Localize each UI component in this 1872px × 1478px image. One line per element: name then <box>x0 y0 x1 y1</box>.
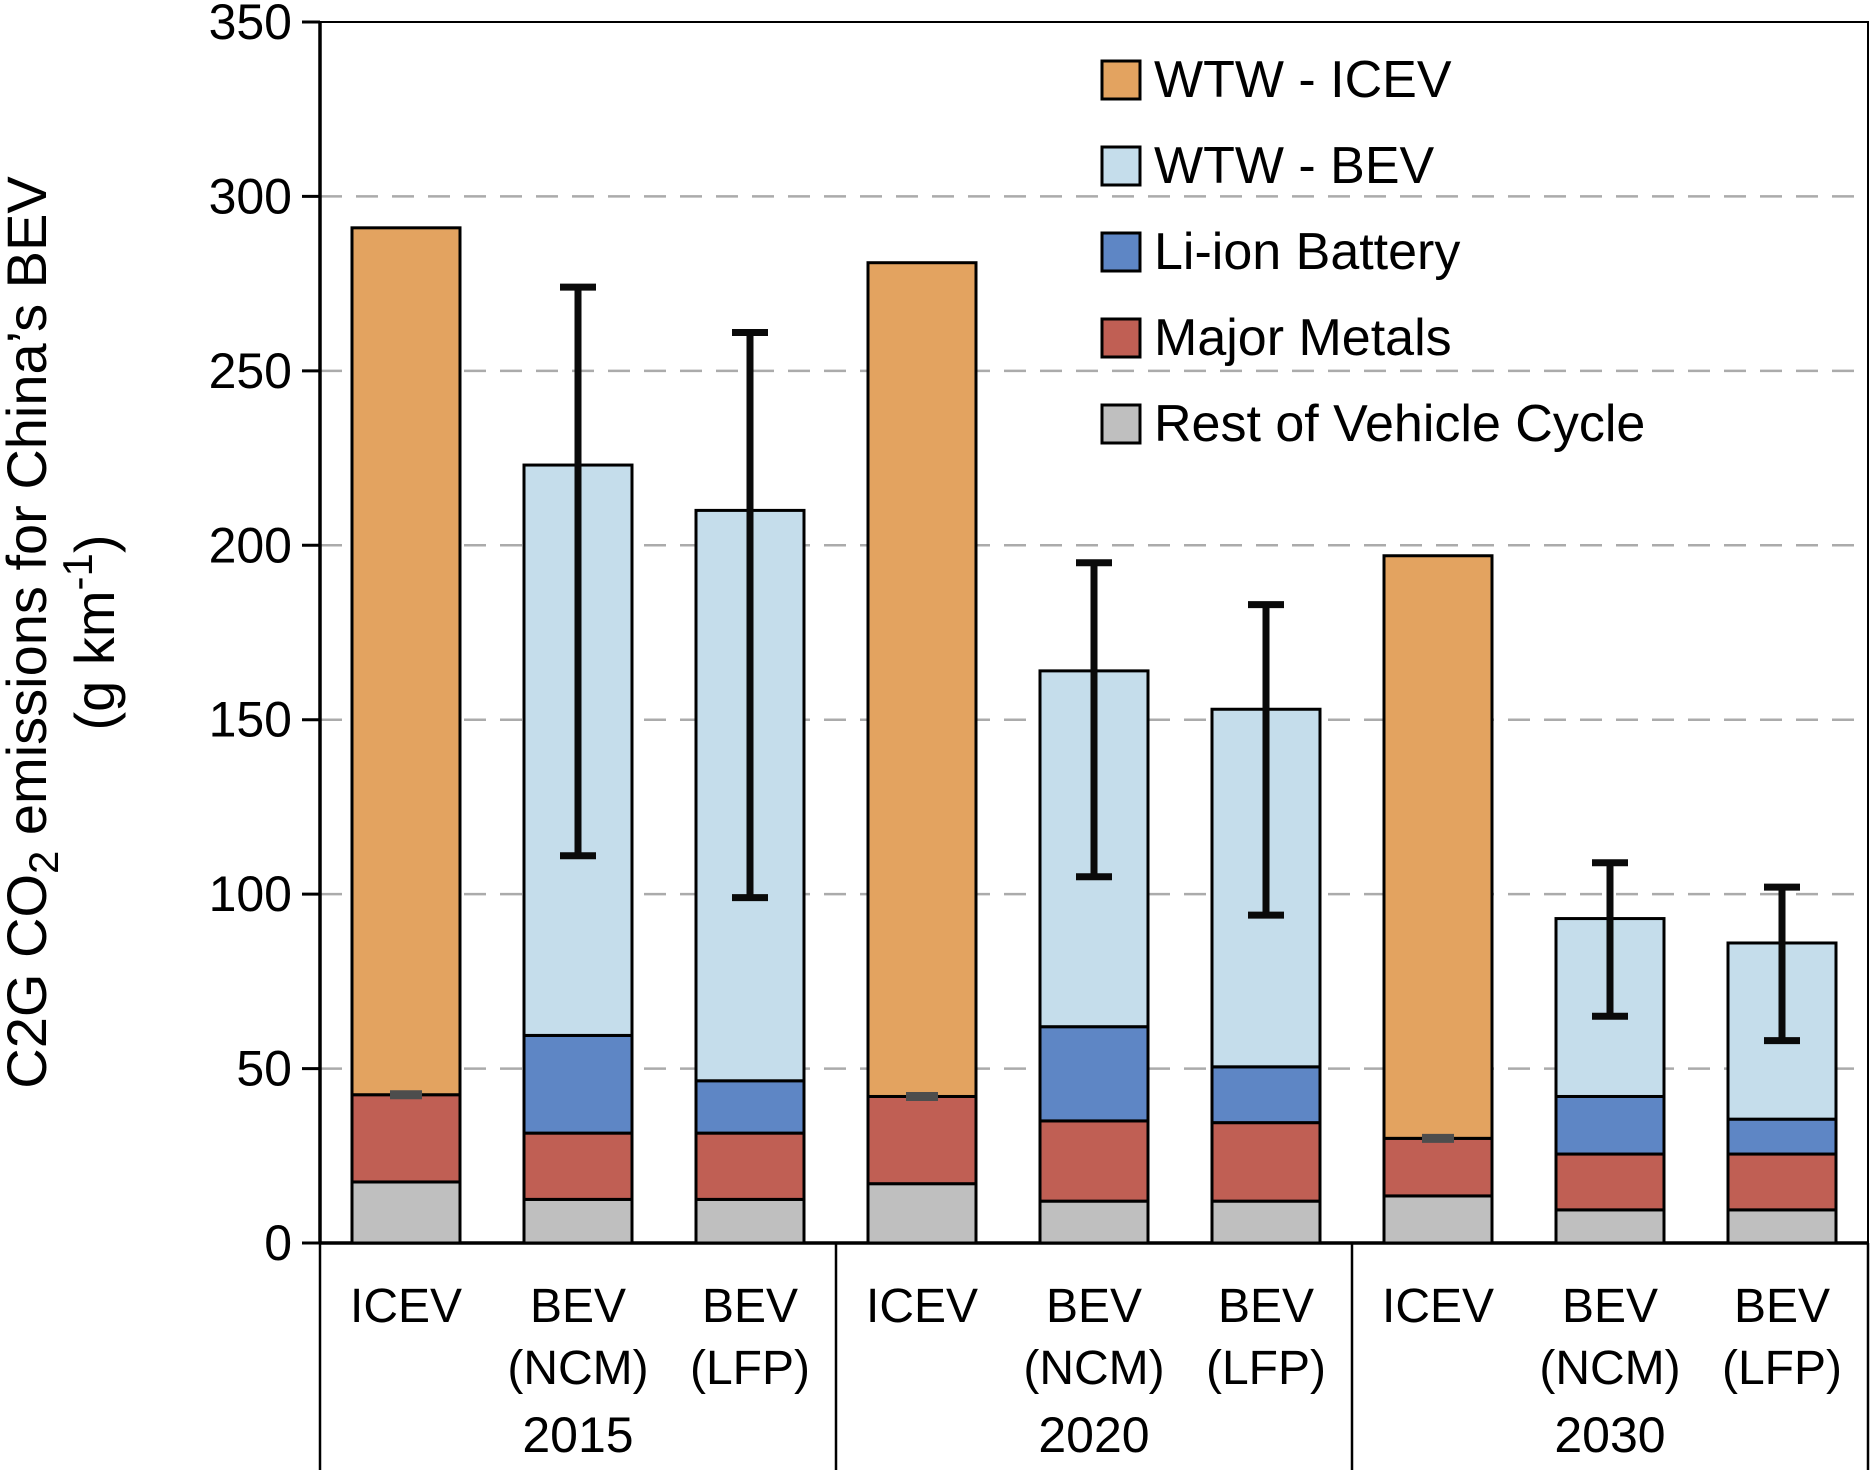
bar-label: ICEV <box>1382 1280 1494 1333</box>
segment-metals <box>1554 1152 1666 1212</box>
y-tick-label: 200 <box>209 517 292 573</box>
segment-rest <box>694 1197 806 1245</box>
bar-label: BEV <box>702 1280 798 1333</box>
y-tick-label: 50 <box>236 1041 292 1097</box>
legend-label-battery: Li-ion Battery <box>1154 223 1460 281</box>
legend-item-metals: Major Metals <box>1100 309 1452 367</box>
legend-item-wtw_icev: WTW - ICEV <box>1100 51 1452 109</box>
bar-2015-BEV(LFP) <box>694 328 806 1245</box>
legend-swatch-wtw_bev <box>1100 145 1142 187</box>
bar-label: ICEV <box>866 1280 978 1333</box>
bar-sublabel: (NCM) <box>507 1342 648 1395</box>
segment-metals <box>1382 1136 1494 1198</box>
segment-rest <box>1554 1208 1666 1245</box>
segment-rest <box>1382 1194 1494 1245</box>
group-year-label: 2015 <box>522 1407 633 1463</box>
y-tick-label: 0 <box>264 1215 292 1271</box>
group-year-label: 2020 <box>1038 1407 1149 1463</box>
segment-battery <box>1726 1117 1838 1156</box>
segment-metals <box>1210 1121 1322 1203</box>
bar-2015-BEV(NCM) <box>522 283 634 1245</box>
bar-label: ICEV <box>350 1280 462 1333</box>
y-tick-label: 300 <box>209 168 292 224</box>
bar-sublabel: (LFP) <box>690 1342 810 1395</box>
segment-metals <box>522 1131 634 1201</box>
bar-2020-BEV(NCM) <box>1038 559 1150 1245</box>
segment-rest <box>522 1197 634 1245</box>
legend-item-battery: Li-ion Battery <box>1100 223 1460 281</box>
bar-label: BEV <box>1046 1280 1142 1333</box>
y-tick-label: 350 <box>209 0 292 50</box>
legend-swatch-rest <box>1100 403 1142 445</box>
segment-rest <box>866 1182 978 1245</box>
bar-label: BEV <box>1218 1280 1314 1333</box>
segment-wtw_icev <box>1382 554 1494 1140</box>
segment-battery <box>1554 1094 1666 1156</box>
legend-label-wtw_bev: WTW - BEV <box>1154 137 1435 195</box>
bar-label: BEV <box>1734 1280 1830 1333</box>
segment-rest <box>1038 1199 1150 1245</box>
segment-battery <box>1038 1025 1150 1123</box>
segment-metals <box>350 1093 462 1184</box>
segment-metals <box>1726 1152 1838 1212</box>
bar-2015-ICEV <box>350 226 462 1245</box>
segment-rest <box>350 1180 462 1245</box>
legend-label-rest: Rest of Vehicle Cycle <box>1154 395 1645 453</box>
legend-item-rest: Rest of Vehicle Cycle <box>1100 395 1645 453</box>
y-axis-title-units: (g km-1) <box>54 534 126 730</box>
bar-label: BEV <box>1562 1280 1658 1333</box>
segment-metals <box>1038 1119 1150 1203</box>
y-axis-title: C2G CO2 emissions for China’s BEV <box>0 176 67 1089</box>
segment-wtw_icev <box>866 261 978 1098</box>
segment-wtw_icev <box>350 226 462 1097</box>
segment-rest <box>1210 1199 1322 1245</box>
segment-rest <box>1726 1208 1838 1245</box>
bar-sublabel: (NCM) <box>1539 1342 1680 1395</box>
segment-metals <box>866 1094 978 1186</box>
legend-item-wtw_bev: WTW - BEV <box>1100 137 1435 195</box>
y-tick-label: 100 <box>209 866 292 922</box>
bar-2030-BEV(LFP) <box>1726 883 1838 1245</box>
segment-battery <box>522 1033 634 1135</box>
bar-sublabel: (NCM) <box>1023 1342 1164 1395</box>
group-year-label: 2030 <box>1554 1407 1665 1463</box>
bar-2030-ICEV <box>1382 554 1494 1245</box>
bar-2020-BEV(LFP) <box>1210 601 1322 1245</box>
legend-label-metals: Major Metals <box>1154 309 1452 367</box>
bar-2020-ICEV <box>866 261 978 1245</box>
bar-label: BEV <box>530 1280 626 1333</box>
legend-swatch-wtw_icev <box>1100 59 1142 101</box>
y-tick-label: 150 <box>209 692 292 748</box>
legend-label-wtw_icev: WTW - ICEV <box>1154 51 1452 109</box>
legend-swatch-battery <box>1100 231 1142 273</box>
segment-battery <box>694 1079 806 1135</box>
segment-battery <box>1210 1065 1322 1125</box>
y-tick-label: 250 <box>209 343 292 399</box>
segment-metals <box>694 1131 806 1201</box>
bar-sublabel: (LFP) <box>1206 1342 1326 1395</box>
legend-swatch-metals <box>1100 317 1142 359</box>
bar-2030-BEV(NCM) <box>1554 859 1666 1245</box>
bar-sublabel: (LFP) <box>1722 1342 1842 1395</box>
